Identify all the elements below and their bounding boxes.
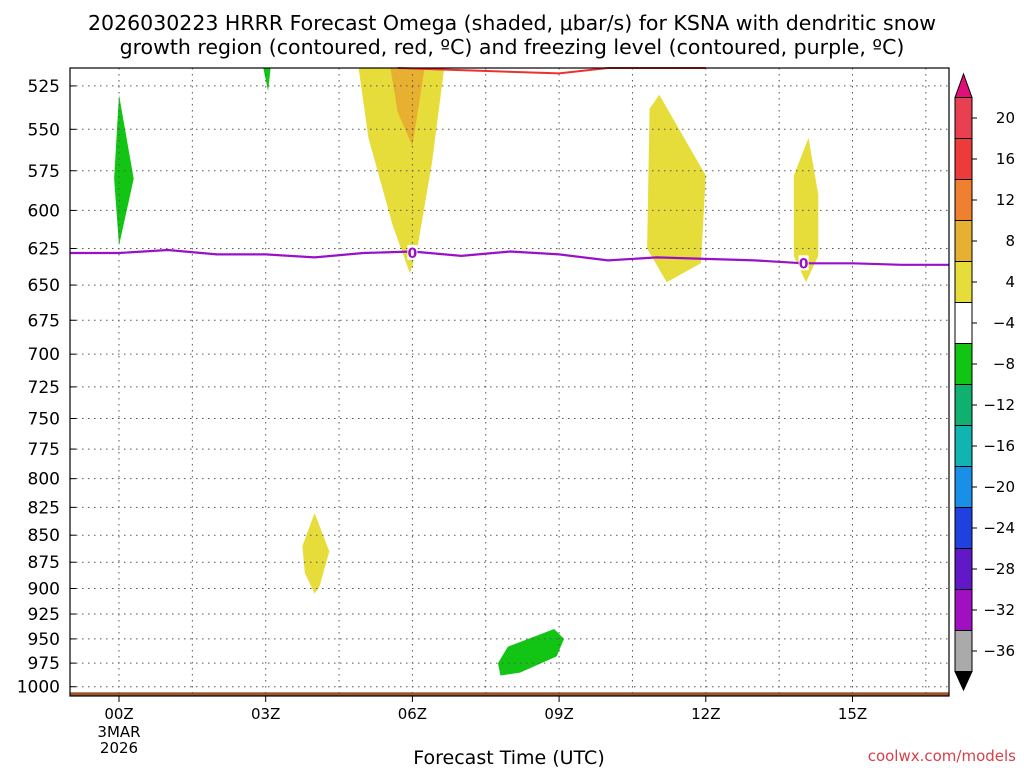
shaded-region-green-upper-left (114, 94, 134, 246)
colorbar-label: 4 (1005, 273, 1015, 291)
colorbar-label: −8 (993, 355, 1015, 373)
colorbar-label: −28 (983, 560, 1015, 578)
contour-label-bg (407, 244, 418, 260)
colorbar-label: 16 (996, 150, 1015, 168)
credit-text: coolwx.com/models (868, 747, 1016, 765)
x-tick-label: 12Z (691, 705, 720, 723)
shaded-region-yellow-11z (647, 94, 706, 283)
y-tick-label: 775 (28, 440, 60, 460)
y-tick-label: 725 (28, 378, 60, 398)
y-tick-label: 625 (28, 239, 60, 259)
contour-label: 0 (408, 246, 418, 262)
x-tick-sublabel: 2026 (100, 739, 138, 757)
surface-terrain-band (70, 692, 949, 696)
y-axis-ticks: 525 550 575 600 625 650 675 700 725 750 775 800 825 8… (17, 77, 76, 698)
shaded-region-yellow-14z (793, 137, 819, 283)
colorbar-swatch (954, 384, 973, 426)
y-tick-label: 550 (28, 120, 60, 140)
x-tick-label: 03Z (251, 705, 280, 723)
colorbar-swatch (954, 630, 973, 672)
colorbar-label: 8 (1005, 232, 1015, 250)
y-tick-label: 600 (28, 201, 60, 221)
colorbar-bottom-arrow (954, 671, 973, 692)
chart-title-line-1: 2026030223 HRRR Forecast Omega (shaded, … (88, 11, 936, 35)
y-tick-label: 650 (28, 276, 60, 296)
colorbar-label: −4 (993, 314, 1015, 332)
x-tick-label: 06Z (398, 705, 427, 723)
colorbar-label: −32 (983, 601, 1015, 619)
colorbar-swatch (954, 589, 973, 631)
x-tick-sublabel: 3MAR (97, 723, 140, 741)
plot-area (70, 68, 949, 696)
y-tick-label: 850 (28, 526, 60, 546)
y-tick-label: 675 (28, 311, 60, 331)
y-tick-label: 875 (28, 553, 60, 573)
y-tick-label: 950 (28, 630, 60, 650)
y-tick-label: 700 (28, 345, 60, 365)
colorbar-swatch (954, 138, 973, 180)
y-tick-label: 750 (28, 409, 60, 429)
y-tick-label: 1000 (17, 678, 60, 698)
colorbar-label: −24 (983, 519, 1015, 537)
colorbar-swatch (954, 302, 973, 344)
colorbar-label: −12 (983, 396, 1015, 414)
x-tick-label: 15Z (838, 705, 867, 723)
y-tick-label: 800 (28, 470, 60, 490)
colorbar-label: 20 (996, 109, 1015, 127)
y-tick-label: 975 (28, 654, 60, 674)
x-tick-label: 09Z (544, 705, 573, 723)
colorbar-swatch (954, 425, 973, 467)
colorbar-swatch (954, 548, 973, 590)
contour-label: 0 (799, 256, 809, 272)
y-tick-label: 900 (28, 579, 60, 599)
contour-label-bg (798, 255, 809, 271)
shaded-region-green-top-03z (263, 68, 271, 92)
shaded-region-yellow-04z-low (302, 513, 330, 594)
colorbar-label: −16 (983, 437, 1015, 455)
colorbar-top-arrow (954, 72, 973, 98)
colorbar-swatch (954, 507, 973, 549)
grid-lines (70, 68, 949, 696)
colorbar-swatch (954, 220, 973, 262)
x-tick-label: 00Z (104, 705, 133, 723)
colorbar-swatch (954, 261, 973, 303)
colorbar: 20 16 12 8 4 −4 −8 −12 −16 −20 −24 −28 −32 −36 (954, 72, 1015, 692)
y-tick-label: 575 (28, 162, 60, 182)
x-axis-label: Forecast Time (UTC) (413, 747, 604, 768)
colorbar-label: 12 (996, 191, 1015, 209)
shaded-region-green-08z-low (498, 629, 564, 676)
colorbar-label: −20 (983, 478, 1015, 496)
colorbar-label: −36 (983, 642, 1015, 660)
chart-title-line-2: growth region (contoured, red, ºC) and f… (120, 35, 905, 59)
colorbar-swatch (954, 466, 973, 508)
shaded-region-orange-06z-core (390, 68, 425, 147)
y-tick-label: 525 (28, 77, 60, 97)
colorbar-swatch (954, 343, 973, 385)
colorbar-swatch (954, 179, 973, 221)
colorbar-swatch (954, 97, 973, 139)
y-tick-label: 925 (28, 605, 60, 625)
plot-frame (69, 67, 950, 697)
y-tick-label: 825 (28, 498, 60, 518)
